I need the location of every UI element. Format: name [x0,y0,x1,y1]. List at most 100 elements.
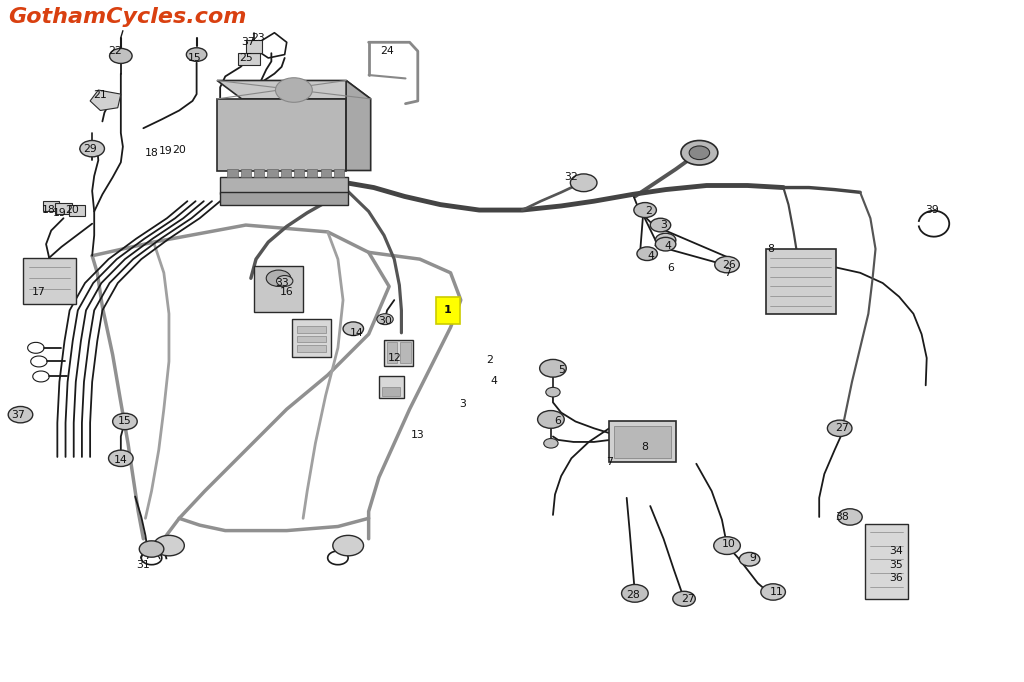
Circle shape [139,541,164,557]
Bar [55,203,72,214]
Text: 31: 31 [136,560,151,569]
Circle shape [673,591,695,606]
Circle shape [266,270,291,286]
Text: 28: 28 [626,590,640,599]
Bar [281,169,291,177]
Circle shape [154,535,184,556]
Text: 29: 29 [83,144,97,153]
Circle shape [110,48,132,63]
Bar [297,345,326,352]
Circle shape [681,140,718,165]
Text: 7: 7 [724,268,730,278]
Text: 5: 5 [558,366,564,375]
Text: 18: 18 [42,205,56,215]
Text: 4: 4 [665,241,671,250]
Text: 27: 27 [835,424,849,433]
Text: 2: 2 [486,355,493,365]
Text: 36: 36 [889,574,903,583]
Text: 6: 6 [555,417,561,426]
FancyBboxPatch shape [436,297,461,324]
Text: 39: 39 [925,205,939,215]
Text: 21: 21 [93,91,108,100]
Text: 3: 3 [660,220,667,230]
Text: 1: 1 [444,306,452,315]
Text: 10: 10 [722,539,736,549]
Bar [254,266,303,312]
Bar [334,169,344,177]
Text: 30: 30 [378,316,392,325]
Text: 7: 7 [606,458,612,467]
Text: 33: 33 [274,278,289,288]
Bar [297,326,326,333]
Text: 2: 2 [645,207,651,216]
Circle shape [715,256,739,273]
Bar [384,340,413,366]
Circle shape [570,174,597,192]
Bar [307,169,317,177]
Text: 20: 20 [65,205,79,215]
Bar [292,319,331,357]
Bar [400,342,411,363]
Bar [609,421,676,462]
Bar [220,192,348,205]
Bar [267,169,278,177]
Text: 4: 4 [490,376,497,385]
Circle shape [113,413,137,430]
Text: 27: 27 [681,594,695,604]
Text: 25: 25 [239,53,253,63]
Bar [321,169,331,177]
Polygon shape [90,90,121,110]
Bar [23,258,76,304]
Bar [254,169,264,177]
Bar [382,387,400,396]
Bar [865,524,908,599]
Text: 19: 19 [159,147,173,156]
Text: 16: 16 [280,287,294,297]
Text: 26: 26 [722,260,736,269]
Bar [614,426,671,458]
Circle shape [622,584,648,602]
Text: 14: 14 [349,328,364,338]
Text: 23: 23 [251,33,265,42]
Text: 4: 4 [648,251,654,261]
Text: 6: 6 [668,263,674,273]
Polygon shape [346,80,371,170]
Text: 37: 37 [241,38,255,47]
Circle shape [761,584,785,600]
Text: 15: 15 [118,417,132,426]
Bar [241,169,251,177]
Circle shape [275,78,312,102]
Bar [43,201,59,211]
Bar [387,342,397,363]
Circle shape [109,450,133,466]
Bar [379,376,404,398]
Circle shape [634,203,656,218]
Polygon shape [217,99,346,170]
Circle shape [540,359,566,377]
Bar [227,169,238,177]
Circle shape [655,233,676,247]
Text: 11: 11 [769,587,783,597]
Text: 19: 19 [52,208,67,218]
Text: 38: 38 [835,512,849,522]
Text: 35: 35 [889,560,903,569]
Text: GothamCycles.com: GothamCycles.com [8,7,247,27]
Circle shape [377,314,393,325]
Text: 17: 17 [32,287,46,297]
Circle shape [739,552,760,566]
Text: 24: 24 [380,46,394,56]
Circle shape [186,48,207,61]
Circle shape [546,387,560,397]
Circle shape [8,406,33,423]
Text: 9: 9 [750,553,756,563]
Circle shape [655,237,676,251]
Text: 32: 32 [564,173,579,182]
Text: 12: 12 [387,353,401,363]
Bar [69,205,85,216]
Circle shape [827,420,852,436]
Text: 18: 18 [144,149,159,158]
Text: 20: 20 [172,145,186,155]
Bar [238,53,260,65]
Circle shape [276,276,293,286]
Circle shape [689,146,710,160]
